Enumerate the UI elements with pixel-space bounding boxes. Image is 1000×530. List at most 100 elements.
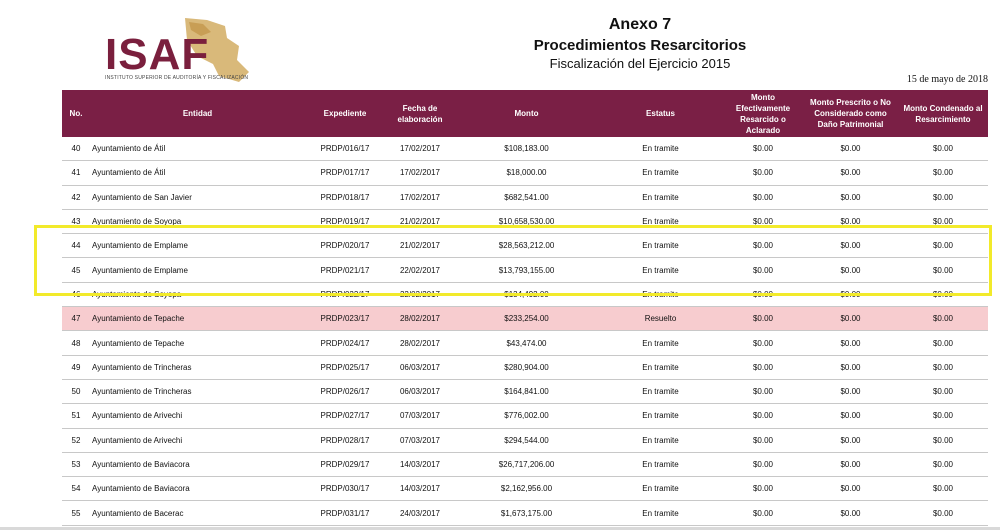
cell-condenado: $0.00	[898, 452, 988, 478]
cell-fecha: 28/02/2017	[385, 306, 455, 332]
fiscal-year-label: Fiscalización del Ejercicio 2015	[549, 56, 731, 71]
cell-condenado: $0.00	[898, 330, 988, 356]
cell-monto: $164,841.00	[455, 379, 598, 405]
column-header: Monto	[455, 90, 598, 137]
cell-no: 44	[62, 233, 90, 259]
cell-fecha: 21/02/2017	[385, 209, 455, 235]
cell-no: 40	[62, 137, 90, 162]
cell-no: 50	[62, 379, 90, 405]
cell-resarcido: $0.00	[723, 379, 803, 405]
cell-no: 41	[62, 160, 90, 186]
logo-subtitle: INSTITUTO SUPERIOR DE AUDITORÍA Y FISCAL…	[105, 75, 249, 81]
cell-expediente: PRDP/031/17	[305, 500, 385, 526]
cell-monto: $10,658,530.00	[455, 209, 598, 235]
cell-resarcido: $0.00	[723, 500, 803, 526]
cell-monto: $233,254.00	[455, 306, 598, 332]
cell-condenado: $0.00	[898, 209, 988, 235]
cell-resarcido: $0.00	[723, 257, 803, 283]
cell-prescrito: $0.00	[803, 428, 898, 453]
cell-resarcido: $0.00	[723, 160, 803, 186]
cell-resarcido: $0.00	[723, 330, 803, 356]
table-header-row: No. Entidad Expediente Fecha de elaboración…	[62, 90, 988, 137]
cell-condenado: $0.00	[898, 428, 988, 453]
cell-entidad: Ayuntamiento de Soyopa	[90, 209, 305, 235]
cell-resarcido: $0.00	[723, 403, 803, 429]
cell-expediente: PRDP/026/17	[305, 379, 385, 405]
cell-no: 47	[62, 306, 90, 332]
cell-estatus: En tramite	[598, 160, 723, 186]
cell-condenado: $0.00	[898, 233, 988, 259]
cell-entidad: Ayuntamiento de Emplame	[90, 257, 305, 283]
cell-expediente: PRDP/024/17	[305, 330, 385, 356]
page-title: Anexo 7	[608, 16, 672, 33]
cell-condenado: $0.00	[898, 257, 988, 283]
isaf-logo: ISAF INSTITUTO SUPERIOR DE AUDITORÍA Y F…	[103, 16, 253, 88]
cell-expediente: PRDP/020/17	[305, 233, 385, 259]
column-header: Estatus	[598, 90, 723, 137]
cell-expediente: PRDP/017/17	[305, 160, 385, 186]
cell-fecha: 22/02/2017	[385, 257, 455, 283]
yellow-highlight-box	[34, 225, 992, 296]
table-row: 43 Ayuntamiento de Soyopa PRDP/019/17 21/02…	[62, 209, 988, 235]
table-row: 50 Ayuntamiento de Trincheras PRDP/026/17 0…	[62, 379, 988, 405]
cell-monto: $2,162,956.00	[455, 476, 598, 502]
table-row: 54 Ayuntamiento de Baviacora PRDP/030/17 14…	[62, 476, 988, 502]
cell-expediente: PRDP/027/17	[305, 403, 385, 429]
cell-prescrito: $0.00	[803, 476, 898, 502]
cell-entidad: Ayuntamiento de Trincheras	[90, 355, 305, 380]
cell-entidad: Ayuntamiento de Átil	[90, 160, 305, 186]
cell-estatus: En tramite	[598, 233, 723, 259]
cell-estatus: En tramite	[598, 355, 723, 380]
cell-entidad: Ayuntamiento de Arivechi	[90, 403, 305, 429]
cell-resarcido: $0.00	[723, 476, 803, 502]
table-row: 44 Ayuntamiento de Emplame PRDP/020/17 21/0…	[62, 233, 988, 259]
sonora-map-icon	[185, 18, 249, 82]
cell-prescrito: $0.00	[803, 403, 898, 429]
cell-fecha: 07/03/2017	[385, 428, 455, 453]
cell-fecha: 28/02/2017	[385, 330, 455, 356]
cell-no: 48	[62, 330, 90, 356]
cell-fecha: 17/02/2017	[385, 160, 455, 186]
table-row: 49 Ayuntamiento de Trincheras PRDP/025/17 0…	[62, 355, 988, 380]
cell-prescrito: $0.00	[803, 233, 898, 259]
cell-no: 45	[62, 257, 90, 283]
table-row: 53 Ayuntamiento de Baviacora PRDP/029/17 14…	[62, 452, 988, 478]
cell-estatus: Resuelto	[598, 306, 723, 332]
cell-resarcido: $0.00	[723, 137, 803, 162]
cell-estatus: En tramite	[598, 476, 723, 502]
cell-expediente: PRDP/025/17	[305, 355, 385, 380]
cell-entidad: Ayuntamiento de Emplame	[90, 233, 305, 259]
cell-no: 54	[62, 476, 90, 502]
cell-prescrito: $0.00	[803, 500, 898, 526]
cell-estatus: En tramite	[598, 137, 723, 162]
table-row: 41 Ayuntamiento de Átil PRDP/017/17 17/02/2…	[62, 160, 988, 186]
cell-estatus: En tramite	[598, 428, 723, 453]
cell-monto: $1,673,175.00	[455, 500, 598, 526]
cell-condenado: $0.00	[898, 160, 988, 186]
cell-condenado: $0.00	[898, 379, 988, 405]
cell-condenado: $0.00	[898, 306, 988, 332]
column-header: No.	[62, 90, 90, 137]
table-body: 40 Ayuntamiento de Átil PRDP/016/17 17/02/2…	[62, 137, 988, 526]
cell-prescrito: $0.00	[803, 330, 898, 356]
cell-entidad: Ayuntamiento de Arivechi	[90, 428, 305, 453]
cell-prescrito: $0.00	[803, 355, 898, 380]
cell-entidad: Ayuntamiento de Baviacora	[90, 476, 305, 502]
page-bottom-border	[0, 527, 1000, 530]
cell-expediente: PRDP/016/17	[305, 137, 385, 162]
cell-estatus: En tramite	[598, 209, 723, 235]
cell-no: 55	[62, 500, 90, 526]
cell-fecha: 17/02/2017	[385, 137, 455, 162]
cell-no: 52	[62, 428, 90, 453]
table-row: 40 Ayuntamiento de Átil PRDP/016/17 17/02/2…	[62, 137, 988, 162]
cell-fecha: 21/02/2017	[385, 233, 455, 259]
report-date: 15 de mayo de 2018	[906, 74, 988, 85]
cell-entidad: Ayuntamiento de San Javier	[90, 185, 305, 210]
page-subtitle: Procedimientos Resarcitorios	[533, 37, 747, 54]
table-row: 55 Ayuntamiento de Bacerac PRDP/031/17 24/0…	[62, 500, 988, 526]
cell-monto: $280,904.00	[455, 355, 598, 380]
cell-no: 43	[62, 209, 90, 235]
cell-expediente: PRDP/029/17	[305, 452, 385, 478]
cell-monto: $682,541.00	[455, 185, 598, 210]
cell-no: 51	[62, 403, 90, 429]
